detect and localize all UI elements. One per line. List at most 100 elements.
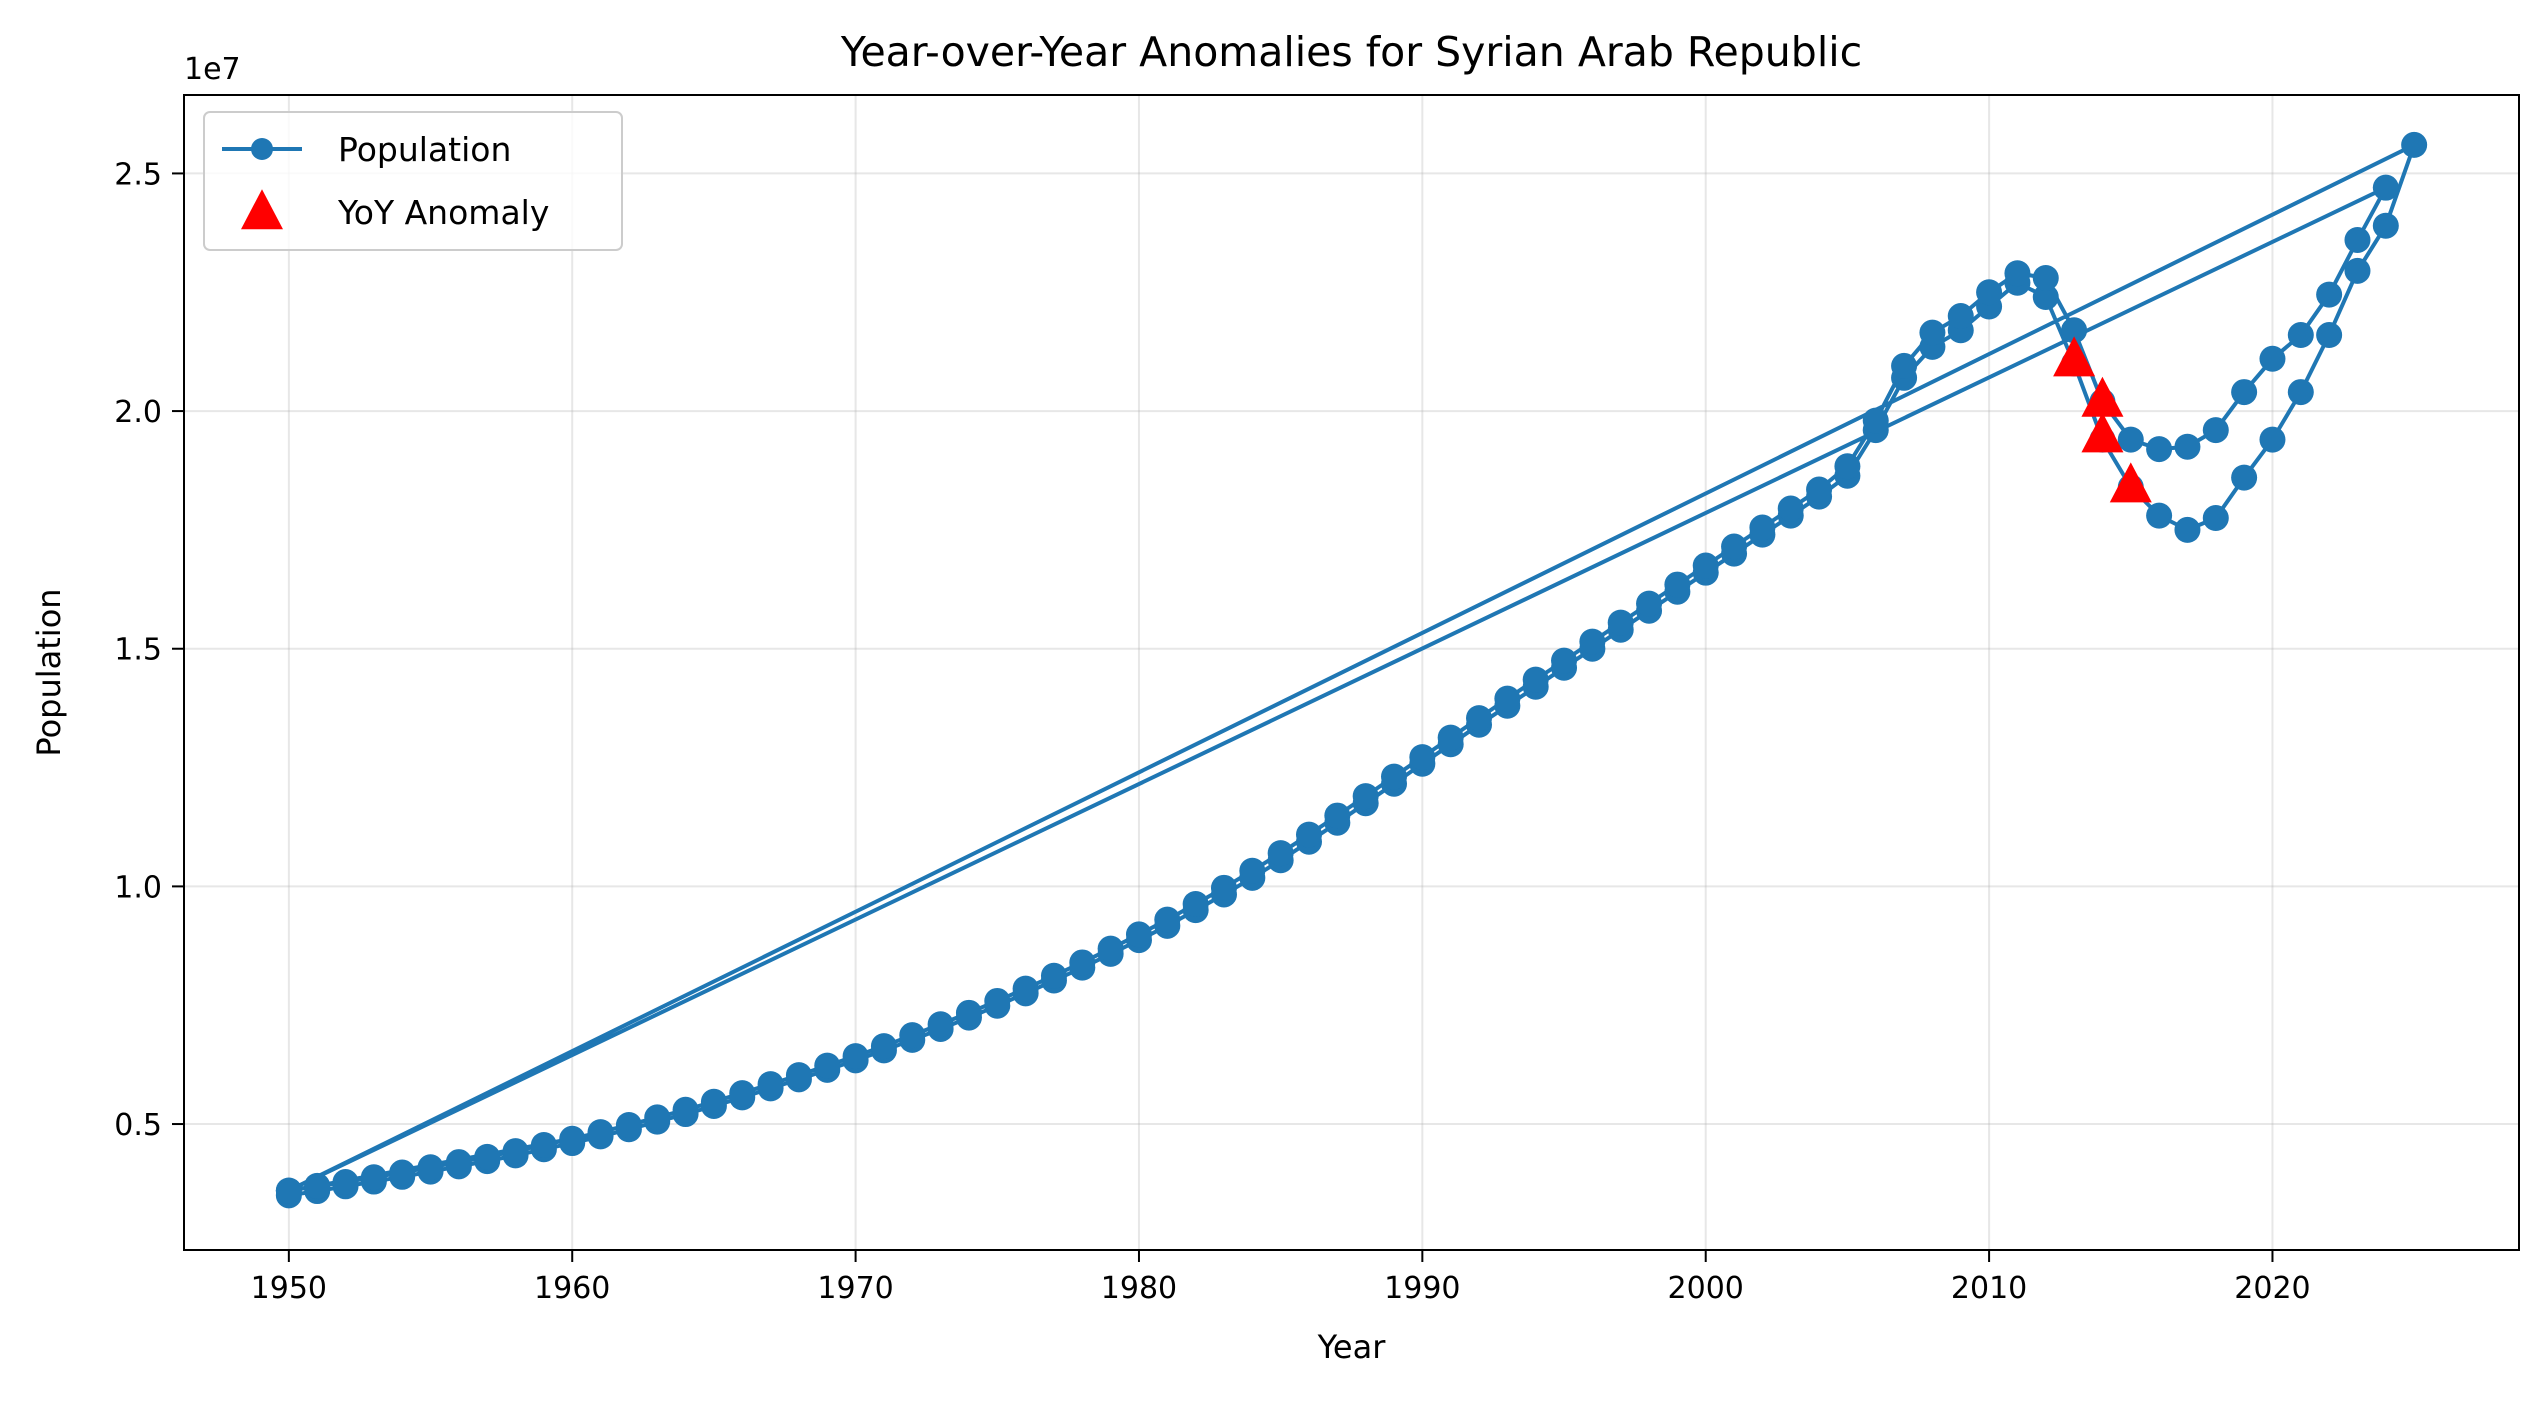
x-axis-ticks: 1950 1960 1970 1980 1990 2000 2010 2020 [251, 1250, 2311, 1306]
population-point [1409, 744, 1436, 771]
anomaly-point [2109, 462, 2152, 503]
population-point [1012, 975, 1039, 1002]
plot-lines [286, 142, 2417, 1198]
population-point [1777, 495, 1804, 522]
population-point [2401, 131, 2428, 158]
y-tick-label: 1.0 [114, 870, 162, 905]
population-point [2259, 345, 2286, 372]
x-tick-label: 1980 [1101, 1271, 1177, 1306]
population-point [955, 999, 982, 1026]
x-tick-label: 2010 [1951, 1271, 2027, 1306]
population-point [2231, 379, 2258, 406]
population-point [559, 1125, 586, 1152]
legend-population-label: Population [338, 130, 511, 169]
x-tick-label: 1990 [1384, 1271, 1460, 1306]
population-point [445, 1149, 472, 1176]
population-point [1267, 840, 1294, 867]
population-point [1125, 921, 1152, 948]
population-point [304, 1172, 331, 1199]
population-point [275, 1177, 302, 1204]
population-point [729, 1080, 756, 1107]
population-point [2146, 502, 2173, 529]
population-point [332, 1169, 359, 1196]
population-point [870, 1033, 897, 1060]
legend: Population YoY Anomaly [203, 111, 623, 251]
population-point [2174, 433, 2201, 460]
population-point [1636, 590, 1663, 617]
population-point [2372, 174, 2399, 201]
population-point [814, 1052, 841, 1079]
y-axis-ticks: 0.5 1.0 1.5 2.0 2.5 [114, 157, 184, 1143]
population-point [2372, 212, 2399, 239]
population-point [502, 1138, 529, 1165]
population-point [700, 1088, 727, 1115]
population-point [2259, 426, 2286, 453]
anomaly-markers [2053, 336, 2152, 503]
population-point [2287, 379, 2314, 406]
population-point [1607, 609, 1634, 636]
population-point [1210, 874, 1237, 901]
population-point [389, 1159, 416, 1186]
population-point [1862, 407, 1889, 434]
population-point [2174, 516, 2201, 543]
population-point [2032, 264, 2059, 291]
population-point [1579, 628, 1606, 655]
y-tick-label: 2.5 [114, 157, 162, 192]
x-tick-label: 1960 [534, 1271, 610, 1306]
anomaly-point [2081, 376, 2124, 417]
population-point [1721, 533, 1748, 560]
population-point [984, 987, 1011, 1014]
population-point [587, 1120, 614, 1147]
population-point [842, 1043, 869, 1070]
population-point [1494, 685, 1521, 712]
population-series-line [286, 142, 2417, 1198]
legend-anomaly-label: YoY Anomaly [337, 193, 549, 232]
population-point [1891, 352, 1918, 379]
population-point [1664, 571, 1691, 598]
y-axis-multiplier: 1e7 [184, 52, 241, 87]
population-point [2004, 260, 2031, 287]
population-point [2316, 281, 2343, 308]
population-point [2202, 505, 2229, 532]
population-point [1692, 552, 1719, 579]
population-point [1437, 724, 1464, 751]
population-point [1040, 962, 1067, 989]
population-point [1154, 906, 1181, 933]
population-point [1352, 783, 1379, 810]
population-point [1182, 890, 1209, 917]
population-point [785, 1062, 812, 1089]
y-tick-label: 1.5 [114, 633, 162, 668]
anomaly-point [2081, 412, 2124, 453]
population-point [1976, 279, 2003, 306]
population-point [2231, 464, 2258, 491]
population-point [2202, 417, 2229, 444]
legend-anomaly-marker [241, 189, 283, 230]
population-point [2287, 322, 2314, 349]
population-point [1947, 303, 1974, 330]
population-point [360, 1164, 387, 1191]
grid [184, 95, 2519, 1250]
population-point [530, 1131, 557, 1158]
y-axis-label: Population [30, 588, 68, 756]
population-point [1381, 763, 1408, 790]
population-point [1919, 319, 1946, 346]
population-point [2032, 284, 2059, 311]
population-point [2344, 257, 2371, 284]
population-point [1324, 802, 1351, 829]
population-point [2117, 426, 2144, 453]
population-point [1551, 647, 1578, 674]
population-point [1522, 666, 1549, 693]
x-tick-label: 2020 [2234, 1271, 2310, 1306]
population-point [1239, 857, 1266, 884]
population-point [1295, 821, 1322, 848]
population-point [1806, 476, 1833, 503]
legend-population-marker [251, 138, 273, 160]
population-point [417, 1154, 444, 1181]
x-axis-label: Year [1317, 1328, 1387, 1366]
population-point [1834, 453, 1861, 480]
population-point [2316, 322, 2343, 349]
plot-frame [183, 94, 2520, 1251]
population-point [615, 1111, 642, 1138]
x-tick-label: 1950 [251, 1271, 327, 1306]
